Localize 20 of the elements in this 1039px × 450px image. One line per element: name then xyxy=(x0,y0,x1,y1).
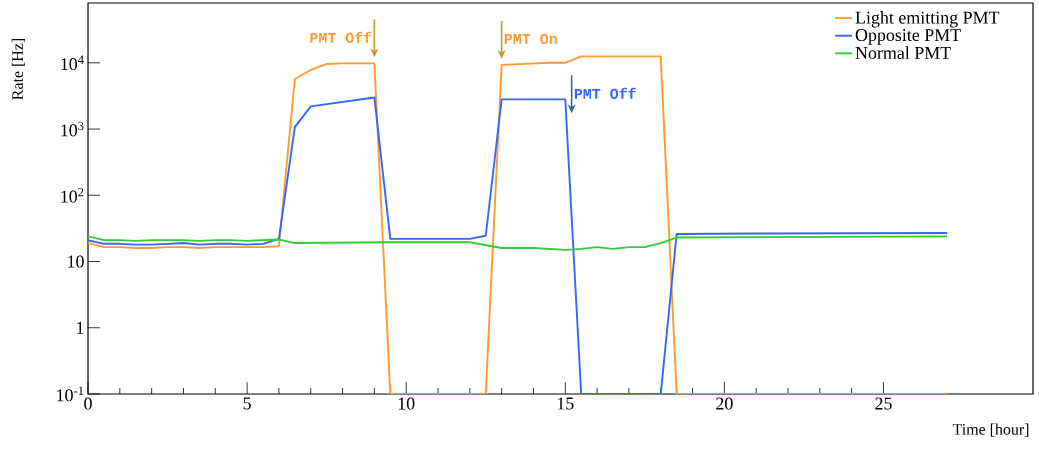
x-tick-label: 25 xyxy=(875,397,892,410)
x-tick-label: 20 xyxy=(716,397,733,410)
x-tick-label: 0 xyxy=(84,397,92,410)
x-tick-label: 5 xyxy=(243,397,251,410)
y-tick-label: 10$^{-1}$ xyxy=(57,386,84,402)
x-tick-label: 10 xyxy=(398,397,415,410)
y-tick-label: 10$^{2}$ xyxy=(61,187,84,203)
y-tick-label: 10$^{4}$ xyxy=(61,55,84,71)
annotation: PMT Off xyxy=(574,87,636,99)
y-tick-label: 1 xyxy=(77,321,84,334)
x-tick-label: 15 xyxy=(557,397,574,410)
y-tick-label: 10$^{3}$ xyxy=(61,121,84,137)
y-tick-label: 10 xyxy=(68,255,84,268)
annotation: PMT On xyxy=(504,33,557,44)
legend-label: Normal PMT xyxy=(855,46,951,59)
annotation: PMT Off xyxy=(310,31,372,43)
x-axis-title: Time [hour] xyxy=(952,423,1029,437)
legend-label: Opposite PMT xyxy=(855,29,961,45)
y-axis-title: Rate [Hz] xyxy=(11,38,25,100)
legend-label: Light emitting PMT xyxy=(855,11,1000,28)
